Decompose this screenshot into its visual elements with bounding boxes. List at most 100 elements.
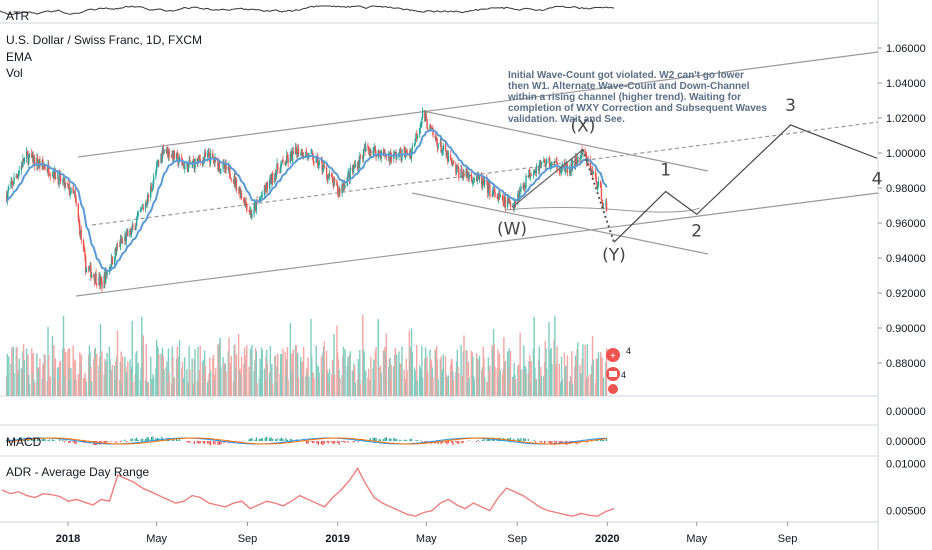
macd-bar [369,438,371,441]
volume-bar [192,383,195,396]
candle-body [152,176,155,184]
volume-bar [280,353,283,396]
symbol-title[interactable]: U.S. Dollar / Swiss Franc, 1D, FXCM [6,33,202,47]
vol-indicator-label[interactable]: Vol [6,66,23,80]
candle-body [266,182,268,190]
macd-bar [306,441,308,444]
candle-body [15,175,17,178]
event-badge-calendar[interactable]: 4 [606,367,626,381]
candle-body [518,189,521,199]
wave-label[interactable]: 1 [660,161,671,181]
volume-bar [297,352,299,396]
volume-bar [217,345,220,396]
ema-indicator-label[interactable]: EMA [6,50,32,64]
volume-bar [353,363,355,396]
wave-label[interactable]: 2 [691,221,702,241]
volume-bar [320,356,323,396]
candle-body [36,158,38,166]
candle-body [31,153,33,159]
candle-body [382,150,385,156]
macd-bar [38,437,40,441]
volume-bar [156,345,159,396]
macd-bar [272,438,274,441]
volume-bar [503,337,505,396]
volume-bar [260,347,263,396]
wave-label[interactable]: 3 [785,96,796,116]
candle-body [517,193,520,199]
candle-body [178,161,180,165]
macd-bar [316,441,318,444]
volume-bar [254,347,257,396]
candle-body [325,167,328,176]
candle-body [530,174,532,176]
volume-bar [223,364,226,396]
volume-bar [452,371,454,396]
macd-bar [385,437,388,441]
note-line: Initial Wave-Count got violated. W2 can'… [508,70,744,81]
volume-bar [585,381,587,396]
volume-bar [533,316,535,396]
macd-bar [115,441,117,443]
macd-bar [410,438,413,441]
channel-line[interactable] [422,110,709,172]
volume-bar [260,369,262,396]
candle-body [545,163,547,166]
macd-bar [322,441,324,446]
macd-bar [208,441,210,445]
macd-bar [512,438,515,441]
candle-body [363,148,365,150]
macd-bar [458,441,460,444]
volume-bar [390,364,393,396]
volume-bar [559,382,561,396]
candle-body [519,189,521,192]
price-axis[interactable]: 1.06000 1.04000 1.02000 1.00000 0.98000 0.960… [878,43,926,518]
volume-bar [529,355,531,396]
candle-body [492,190,494,197]
candle-body [514,199,516,203]
wave-label[interactable]: (X) [570,117,595,137]
volume-bar [284,352,286,396]
candle-body [73,192,75,194]
macd-bar [161,436,163,441]
wave-label[interactable]: (W) [497,220,527,240]
event-badge-flag-small[interactable] [608,384,618,394]
candle-body [21,165,23,167]
annotation-note[interactable]: Initial Wave-Count got violated. W2 can'… [507,70,767,125]
channel-line[interactable] [75,192,879,297]
candle-body [394,152,396,154]
candle-body [478,176,481,180]
candle-body [253,204,255,215]
volume-bar [383,350,385,396]
volume-bar [186,382,189,396]
channel-line[interactable] [411,192,709,255]
macd-bar [173,439,175,441]
candle-body [89,265,91,269]
macd-bar [269,438,271,441]
volume-bar [439,359,442,396]
macd-bar [42,438,45,441]
macd-bar [462,441,464,443]
macd-bar [341,441,343,443]
volume-bar [17,374,20,396]
event-badge-flag[interactable]: + 4 [606,346,631,362]
candle-body [100,278,102,282]
time-axis[interactable]: 2018 May Sep 2019 May Sep 2020 May Sep [56,522,798,545]
wave-label[interactable]: 4 [872,169,883,189]
volume-bar [576,349,578,396]
volume-bar [285,359,288,396]
volume-bar [580,381,583,396]
candle-body [193,161,196,169]
wave-label[interactable]: (Y) [602,245,626,265]
macd-tick-label: 0.00000 [886,436,926,448]
channel-line[interactable] [77,51,879,158]
candle-body [550,164,552,167]
candle-body [323,166,326,168]
volume-bar [437,378,439,396]
macd-bar [175,438,178,441]
macd-bar [136,437,138,441]
candle-body [111,256,114,265]
channel-line[interactable] [91,121,879,226]
volume-bar [254,360,256,396]
candle-body [85,267,88,273]
